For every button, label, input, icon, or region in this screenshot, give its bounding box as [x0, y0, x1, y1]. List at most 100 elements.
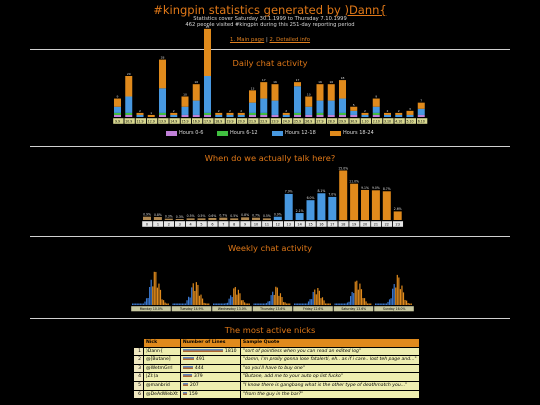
weekly-bar — [141, 303, 143, 305]
daily-bar-segment — [395, 114, 403, 117]
weekly-bar — [334, 303, 336, 305]
legend-item-6-12: Hours 6-12 — [217, 130, 258, 136]
daily-date-label: 4.10 — [395, 120, 402, 124]
weekly-bar — [367, 303, 369, 305]
weekly-bar — [219, 303, 221, 305]
hourly-hour-cell — [359, 220, 371, 228]
daily-bar-label: 17 — [296, 78, 300, 82]
weekly-bar — [387, 301, 389, 305]
daily-bar-segment — [125, 76, 133, 97]
nick-quote: "from the guy in the bar?" — [239, 389, 420, 400]
weekly-bar — [133, 303, 135, 305]
weekly-bar — [404, 299, 406, 305]
weekly-bar — [258, 303, 260, 305]
hourly-bar — [208, 218, 217, 220]
daily-date-cell — [292, 117, 304, 125]
daily-bar-segment — [350, 110, 358, 115]
nick-rank: 6 — [133, 389, 144, 400]
weekly-bar — [300, 303, 302, 305]
hourly-bar — [252, 217, 260, 220]
daily-bar-segment — [204, 112, 211, 115]
hourly-hour-cell — [261, 220, 273, 228]
weekly-day-label: Friday 12.6% — [303, 307, 323, 311]
daily-bar-segment — [260, 98, 268, 113]
hourly-hour-label: 10 — [254, 223, 258, 227]
hourly-hour-cell — [185, 220, 197, 228]
weekly-bar — [326, 303, 328, 305]
weekly-bar — [289, 303, 291, 305]
nick-lines-count: 159 — [188, 391, 198, 397]
daily-bar-segment — [147, 114, 155, 117]
daily-bar-segment — [361, 114, 369, 117]
hourly-bar-label: 15.0% — [338, 166, 348, 170]
hourly-hour-cell — [316, 220, 328, 228]
daily-bar-segment — [282, 112, 290, 115]
weekly-bar — [203, 302, 205, 305]
table-row: 5 @manbrid 207 "I know there is gangbang wh… — [133, 380, 420, 391]
daily-bar-segment — [316, 84, 324, 101]
weekly-bar — [407, 302, 409, 305]
daily-date-label: 15.9 — [181, 120, 188, 124]
hourly-bar — [350, 183, 359, 220]
daily-date-label: 28.9 — [328, 120, 335, 124]
weekly-bar — [150, 279, 152, 305]
daily-bar-segment — [260, 112, 268, 115]
hourly-hour-label: 19 — [352, 223, 356, 227]
daily-bar-segment — [339, 80, 346, 99]
nick-lines: 491 — [179, 355, 241, 365]
hourly-hour-label: 8 — [233, 223, 235, 227]
weekly-day-label: Saturday 13.6% — [341, 307, 366, 311]
weekly-bar — [216, 303, 218, 305]
daily-bar-segment — [327, 114, 335, 117]
weekly-bar — [379, 303, 381, 305]
daily-bar-label: 16 — [318, 80, 322, 84]
hourly-bar — [295, 213, 304, 220]
daily-bar-segment — [260, 114, 268, 117]
weekly-day-cell — [252, 305, 293, 312]
hourly-hour-cell — [250, 220, 262, 228]
daily-bar-segment — [249, 90, 256, 103]
daily-date-label: 18.9 — [215, 120, 222, 124]
weekly-bar — [267, 301, 269, 305]
weekly-bar — [370, 303, 372, 305]
daily-bar-label: 3 — [409, 107, 411, 111]
weekly-bar — [351, 291, 353, 305]
weekly-bar — [287, 303, 289, 305]
weekly-bar — [214, 303, 216, 305]
daily-date-cell — [191, 117, 203, 125]
title-user-link[interactable]: )Dann{ — [344, 3, 387, 17]
weekly-bar — [256, 303, 258, 305]
daily-bar-segment — [294, 114, 301, 117]
daily-bar-segment — [316, 112, 324, 115]
weekly-bar — [244, 302, 246, 305]
weekly-bar — [346, 302, 349, 305]
weekly-day-cell — [171, 305, 212, 312]
daily-bar-label: 2 — [218, 109, 220, 113]
daily-date-cell — [337, 117, 349, 125]
nick-lines: 159 — [179, 389, 241, 400]
weekly-bar — [197, 284, 199, 305]
table-row: 4 |ZI:)a 379 "Butane, add me to your auto o… — [133, 372, 420, 382]
daily-date-label: 1.10 — [361, 120, 368, 124]
nick-name: |ZI:)a — [143, 372, 181, 382]
daily-bar-segment — [159, 112, 166, 115]
daily-bar-label: 20 — [127, 72, 131, 76]
weekly-bar — [276, 287, 278, 305]
nav-detail-link[interactable]: 2. Detailed info — [269, 37, 311, 43]
weekly-bar — [339, 303, 341, 305]
weekly-bar — [357, 289, 359, 305]
hourly-hour-label: 20 — [363, 223, 367, 227]
weekly-bar — [166, 303, 168, 305]
daily-chart-title: Daily chat activity — [232, 58, 308, 68]
nav-main-link[interactable]: 1. Main page — [229, 37, 265, 43]
weekly-bar — [153, 271, 155, 305]
weekly-bar — [213, 303, 215, 305]
daily-date-cell — [360, 117, 372, 125]
hourly-hour-cell — [174, 220, 186, 228]
daily-bar-segment — [181, 114, 189, 117]
daily-bar-label: 10 — [183, 93, 187, 97]
weekly-bar — [359, 283, 361, 305]
hourly-bar-label: 0.3% — [176, 215, 184, 219]
legend-item-12-18: Hours 12-18 — [272, 130, 316, 136]
weekly-bar — [186, 300, 188, 305]
